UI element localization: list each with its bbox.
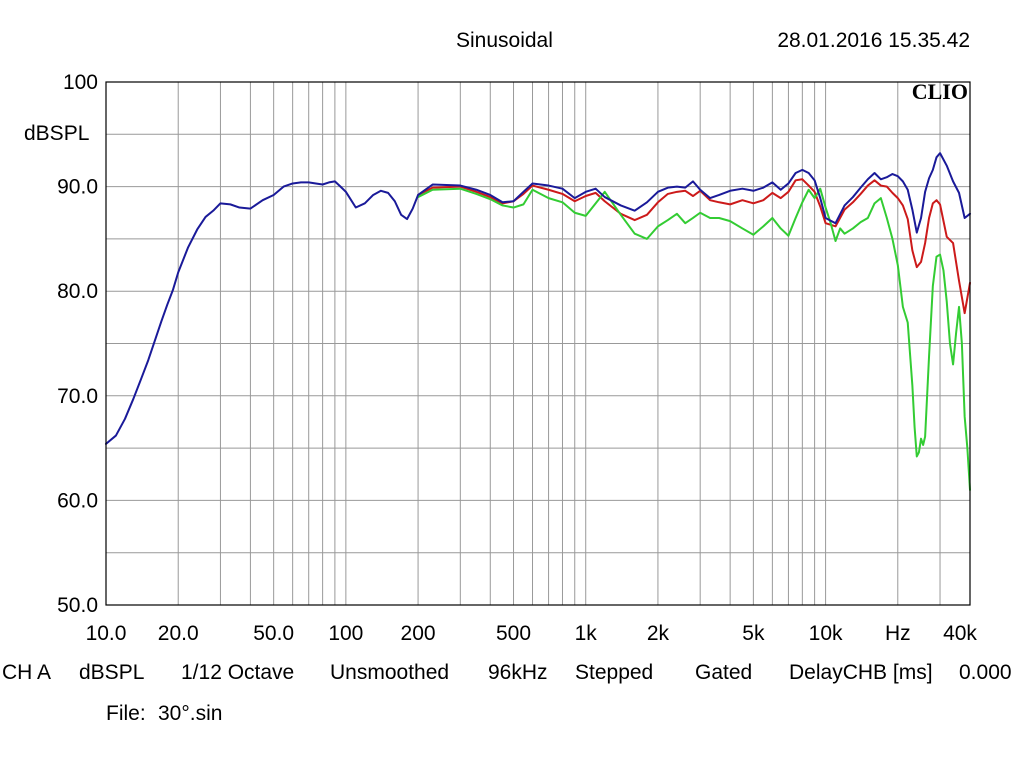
x-tick-label: 20.0	[158, 622, 199, 645]
x-tick-label: 2k	[647, 622, 670, 645]
x-tick-label: 10.0	[86, 622, 127, 645]
plot-grid	[106, 82, 970, 605]
x-tick-label: 40k	[943, 622, 977, 645]
y-tick-label: 80.0	[57, 280, 98, 303]
footer-file-label: File:	[106, 702, 146, 725]
footer-delay-label: DelayCHB [ms]	[789, 661, 933, 684]
footer-delay-value: 0.000	[959, 661, 1012, 684]
footer-sweep: Stepped	[575, 661, 654, 684]
y-tick-labels: 100 90.0 80.0 70.0 60.0 50.0	[57, 71, 98, 617]
x-tick-label: 5k	[742, 622, 765, 645]
x-tick-label: 200	[401, 622, 436, 645]
x-tick-label: 500	[496, 622, 531, 645]
y-axis-label: dBSPL	[24, 122, 89, 145]
y-tick-label: 50.0	[57, 594, 98, 617]
x-tick-label: 50.0	[253, 622, 294, 645]
y-tick-label: 90.0	[57, 176, 98, 199]
footer-smoothing: Unsmoothed	[330, 661, 450, 684]
x-tick-label: 100	[328, 622, 363, 645]
x-tick-label: 1k	[575, 622, 598, 645]
x-tick-label: Hz	[885, 622, 911, 645]
measurement-mode: Sinusoidal	[456, 29, 553, 52]
plot-frame	[105, 81, 971, 606]
series-layer	[105, 152, 971, 491]
timestamp: 28.01.2016 15.35.42	[777, 29, 970, 52]
series-line-1	[417, 178, 971, 315]
footer-sample-rate: 96kHz	[488, 661, 548, 684]
series-line-2	[417, 187, 971, 491]
footer-unit: dBSPL	[79, 661, 145, 684]
y-tick-label: 100	[63, 71, 98, 94]
footer-channel: CH A	[2, 661, 52, 684]
footer-file-name: 30°.sin	[158, 702, 223, 725]
y-tick-label: 60.0	[57, 489, 98, 512]
clio-logo: CLIO	[912, 79, 968, 104]
series-line-3	[105, 152, 971, 445]
y-tick-label: 70.0	[57, 385, 98, 408]
x-tick-labels: 10.0 20.0 50.0 100 200 500 1k 2k 5k 10k Hz 40k	[86, 622, 978, 645]
x-tick-label: 10k	[809, 622, 843, 645]
footer-resolution: 1/12 Octave	[181, 661, 295, 684]
footer-window: Gated	[695, 661, 753, 684]
